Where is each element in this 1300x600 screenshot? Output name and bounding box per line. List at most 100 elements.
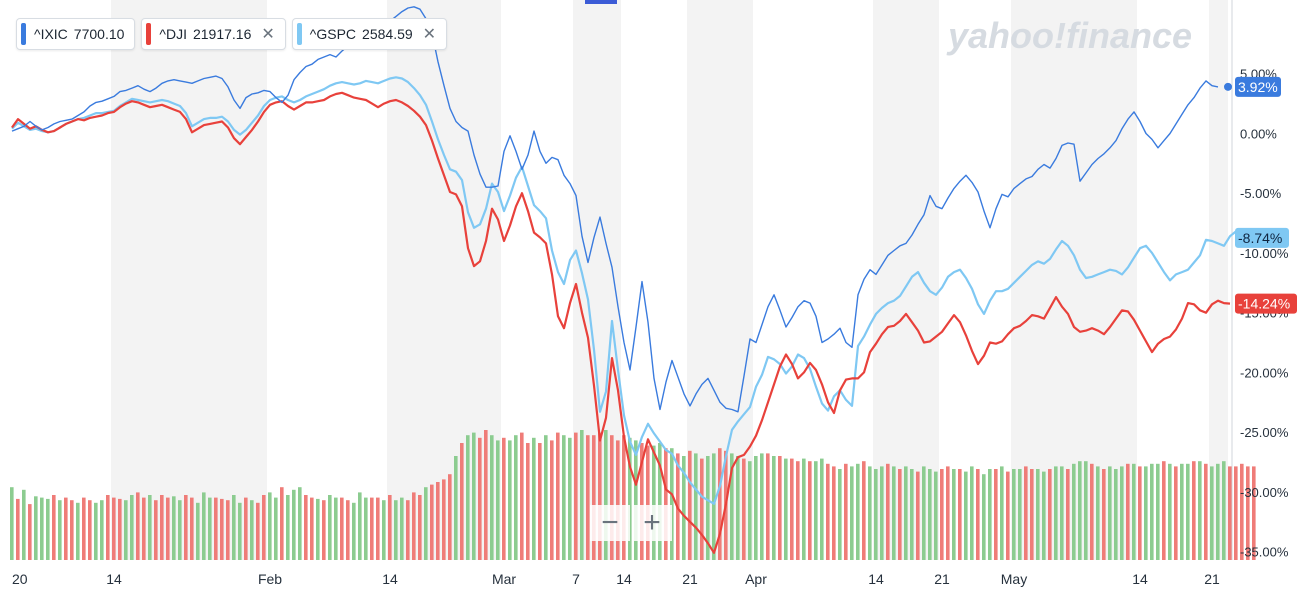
volume-bar xyxy=(424,487,428,560)
volume-bar xyxy=(1144,466,1148,560)
volume-bar xyxy=(868,466,872,560)
volume-bar xyxy=(970,466,974,560)
zoom-in-button[interactable]: + xyxy=(632,505,672,541)
legend-chip-gspc[interactable]: ^GSPC 2584.59 ✕ xyxy=(291,18,448,50)
x-tick-label: 20 xyxy=(12,571,28,587)
legend-symbol-dji: ^DJI xyxy=(159,26,187,42)
volume-bar xyxy=(886,463,890,560)
legend-value-dji: 21917.16 xyxy=(192,26,252,42)
legend-chip-dji[interactable]: ^DJI 21917.16 ✕ xyxy=(141,18,286,50)
volume-bar xyxy=(364,497,368,560)
end-label-text: 3.92% xyxy=(1238,79,1278,95)
volume-bar xyxy=(1126,463,1130,560)
volume-bar xyxy=(1216,463,1220,560)
volume-bar xyxy=(418,495,422,560)
volume-bar xyxy=(112,497,116,560)
volume-bar xyxy=(1180,463,1184,560)
volume-bar xyxy=(58,500,62,560)
volume-bar xyxy=(922,466,926,560)
volume-bar xyxy=(448,474,452,560)
legend-chip-ixic[interactable]: ^IXIC 7700.10 xyxy=(16,18,136,50)
volume-bar xyxy=(520,432,524,560)
x-tick-label: May xyxy=(1001,571,1027,587)
volume-bar xyxy=(1246,466,1250,560)
close-icon[interactable]: ✕ xyxy=(261,26,275,43)
volume-bar xyxy=(688,450,692,560)
volume-bar xyxy=(532,437,536,560)
week-band xyxy=(387,0,501,560)
week-band xyxy=(1209,0,1228,560)
volume-bar xyxy=(598,432,602,560)
volume-bar xyxy=(622,435,626,560)
volume-bar xyxy=(850,466,854,560)
y-tick-label: -35.00% xyxy=(1240,545,1289,560)
volume-bar xyxy=(478,437,482,560)
zoom-out-button[interactable]: − xyxy=(590,505,630,541)
volume-bar xyxy=(1012,469,1016,560)
series-line-gspc xyxy=(11,76,1249,505)
volume-bar xyxy=(22,489,26,560)
volume-bar xyxy=(898,469,902,560)
volume-bar xyxy=(346,500,350,560)
volume-bar xyxy=(748,461,752,560)
volume-bar xyxy=(766,453,770,560)
volume-bar xyxy=(274,497,278,560)
volume-bar xyxy=(910,469,914,560)
volume-bar xyxy=(784,458,788,560)
x-tick-label: Apr xyxy=(745,571,767,587)
volume-bar xyxy=(934,471,938,560)
volume-bar xyxy=(838,469,842,560)
x-tick-label: 7 xyxy=(572,571,580,587)
volume-bars xyxy=(10,430,1256,560)
volume-bar xyxy=(388,495,392,560)
volume-bar xyxy=(472,432,476,560)
volume-bar xyxy=(664,448,668,560)
volume-bar xyxy=(1000,466,1004,560)
volume-bar xyxy=(52,495,56,560)
volume-bar xyxy=(556,432,560,560)
volume-bar xyxy=(172,496,176,560)
volume-bar xyxy=(508,440,512,560)
volume-bar xyxy=(862,461,866,560)
volume-bar xyxy=(292,489,296,560)
x-tick-label: 21 xyxy=(682,571,698,587)
volume-bar xyxy=(1186,463,1190,560)
legend-symbol-gspc: ^GSPC xyxy=(309,26,357,42)
volume-bar xyxy=(988,469,992,560)
end-label-box xyxy=(1235,293,1297,314)
volume-bar xyxy=(772,456,776,560)
volume-bar xyxy=(940,469,944,560)
volume-bar xyxy=(322,500,326,560)
volume-bar xyxy=(382,500,386,560)
volume-bar xyxy=(82,497,86,560)
volume-bar xyxy=(208,497,212,560)
volume-bar xyxy=(916,471,920,560)
volume-bar xyxy=(802,458,806,560)
volume-bar xyxy=(562,435,566,560)
x-tick-label: Mar xyxy=(492,571,516,587)
volume-bar xyxy=(136,492,140,560)
y-tick-label: 0.00% xyxy=(1240,126,1277,141)
volume-bar xyxy=(436,482,440,560)
volume-bar xyxy=(760,453,764,560)
volume-bar xyxy=(826,463,830,560)
volume-bar xyxy=(1090,463,1094,560)
volume-bar xyxy=(1078,461,1082,560)
volume-bar xyxy=(1060,466,1064,560)
range-indicator xyxy=(585,0,617,4)
volume-bar xyxy=(700,458,704,560)
volume-bar xyxy=(1054,466,1058,560)
x-tick-label: 21 xyxy=(1204,571,1220,587)
volume-bar xyxy=(526,443,530,560)
volume-bar xyxy=(148,495,152,560)
volume-bar xyxy=(154,500,158,560)
volume-bar xyxy=(1006,471,1010,560)
volume-bar xyxy=(502,437,506,560)
volume-bar xyxy=(412,492,416,560)
volume-bar xyxy=(592,435,596,560)
volume-bar xyxy=(190,497,194,560)
volume-bar xyxy=(1096,466,1100,560)
volume-bar xyxy=(484,430,488,560)
volume-bar xyxy=(64,497,68,560)
close-icon[interactable]: ✕ xyxy=(422,26,437,43)
